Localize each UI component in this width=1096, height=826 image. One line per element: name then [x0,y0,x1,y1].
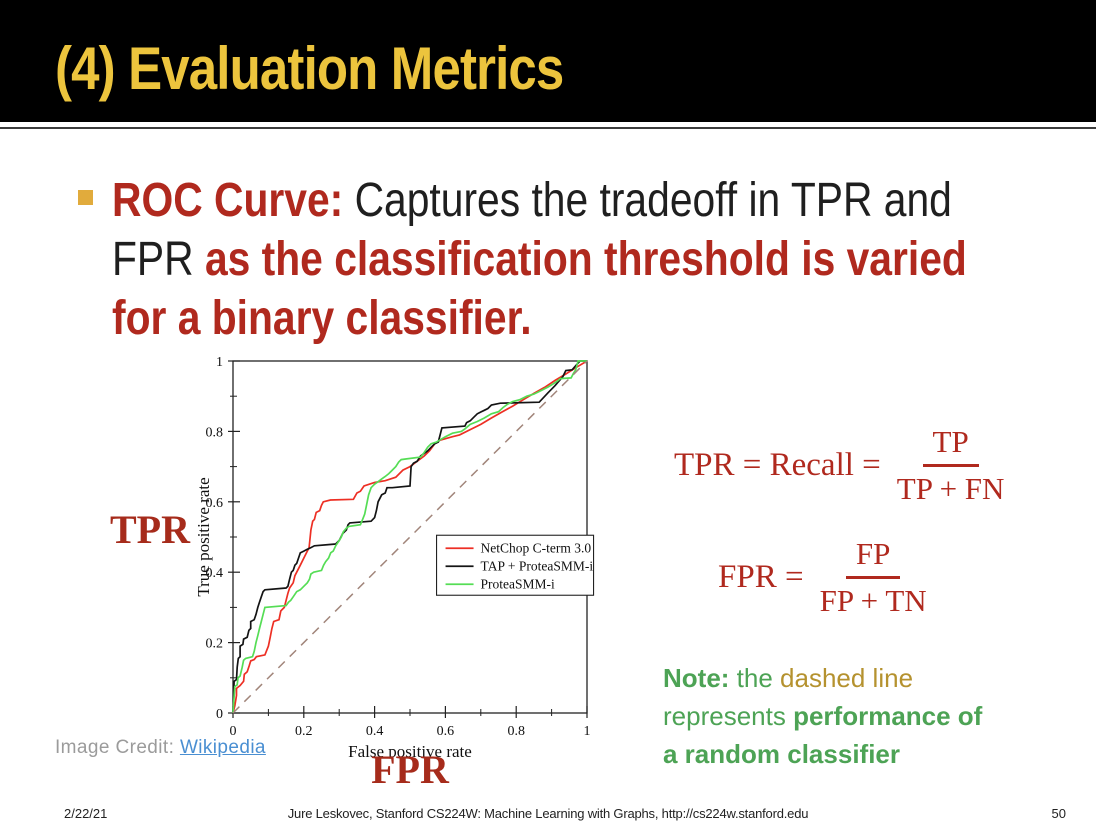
x-tick-label: 0.6 [437,724,455,739]
text-line: FPR as the classification threshold is v… [112,230,967,289]
y-tick-label: 0.4 [206,566,224,581]
slide-title: (4) Evaluation Metrics [55,35,564,102]
series-tap-proteasmm-i [232,360,587,714]
footer-page-number: 50 [1051,806,1066,821]
tpr-formula-fraction: TP TP + FN [897,424,1005,507]
legend-label: ProteaSMM-i [481,577,555,592]
x-tick-label: 0.2 [295,724,313,739]
image-credit: Image Credit: Wikipedia [55,737,266,759]
bullet-text: ROC Curve: Captures the tradeoff in TPR … [112,171,1096,348]
text-line: ROC Curve: Captures the tradeoff in TPR … [112,171,967,230]
x-tick-label: 0.4 [366,724,384,739]
text-segment: represents [663,701,794,731]
series-proteasmm-i [232,360,587,714]
tpr-formula: TPR = Recall = TP TP + FN [674,424,1004,507]
tpr-formula-numerator: TP [922,424,979,467]
text-line: a random classifier [663,735,982,773]
series-random-classifier-baseline [232,360,588,714]
text-line: Note: the dashed line [663,659,982,697]
text-segment: as the classification threshold is varie… [204,233,967,286]
x-axis-label: False positive rate [348,742,472,757]
text-segment: Note: [663,663,730,693]
legend-label: TAP + ProteaSMM-i [481,559,594,574]
fpr-formula-numerator: FP [845,536,901,579]
series-netchop-c-term-3-0 [232,360,588,714]
text-segment: ROC Curve: [112,174,355,227]
header-divider [0,127,1096,129]
fpr-formula-lhs: FPR = [718,559,804,595]
y-tick-label: 0.6 [206,496,224,511]
x-tick-label: 1 [584,724,591,739]
x-tick-label: 0.8 [507,724,525,739]
roc-curve-figure: 0 0.2 0.4 0.6 0.8 1 0 0.2 0.4 0.6 0.8 1 False positi… [195,355,595,757]
footer-date: 2/22/21 [64,806,108,821]
text-line: for a binary classifier. [112,289,967,348]
bullet-marker [78,190,93,205]
y-tick-label: 1 [216,355,223,370]
slide-header: (4) Evaluation Metrics [0,0,1096,122]
wikipedia-link[interactable]: Wikipedia [179,737,266,758]
tpr-axis-label: TPR [110,507,190,552]
legend-label: NetChop C-term 3.0 [481,541,592,556]
y-axis-label: True positive rate [195,477,213,596]
tpr-formula-denominator: TP + FN [896,471,1005,506]
legend-box [436,534,595,596]
y-tick-label: 0.2 [206,637,224,652]
fpr-formula-fraction: FP FP + TN [820,536,927,619]
image-credit-text: Image Credit: [55,737,180,758]
y-tick-label: 0.8 [206,425,224,440]
text-segment: FPR [112,233,205,286]
text-segment: Captures the tradeoff in TPR and [354,174,952,227]
text-segment: dashed line [780,663,914,693]
text-segment: the [729,663,781,693]
text-segment: for a binary classifier. [112,292,532,345]
text-line: represents performance of [663,697,982,735]
text-segment: a random classifier [663,739,900,769]
fpr-axis-label: FPR [371,747,449,792]
x-tick-label: 0 [230,724,237,739]
fpr-formula: FPR = FP FP + TN [718,536,927,619]
note-text: Note: the dashed line represents performa… [663,659,982,773]
text-segment: performance of [793,701,983,731]
fpr-formula-denominator: FP + TN [819,583,927,618]
y-tick-label: 0 [216,707,223,722]
slide-footer: 2/22/21 Jure Leskovec, Stanford CS224W: … [0,804,1096,826]
footer-course-info: Jure Leskovec, Stanford CS224W: Machine … [287,806,809,821]
tpr-formula-lhs: TPR = Recall = [674,447,881,483]
